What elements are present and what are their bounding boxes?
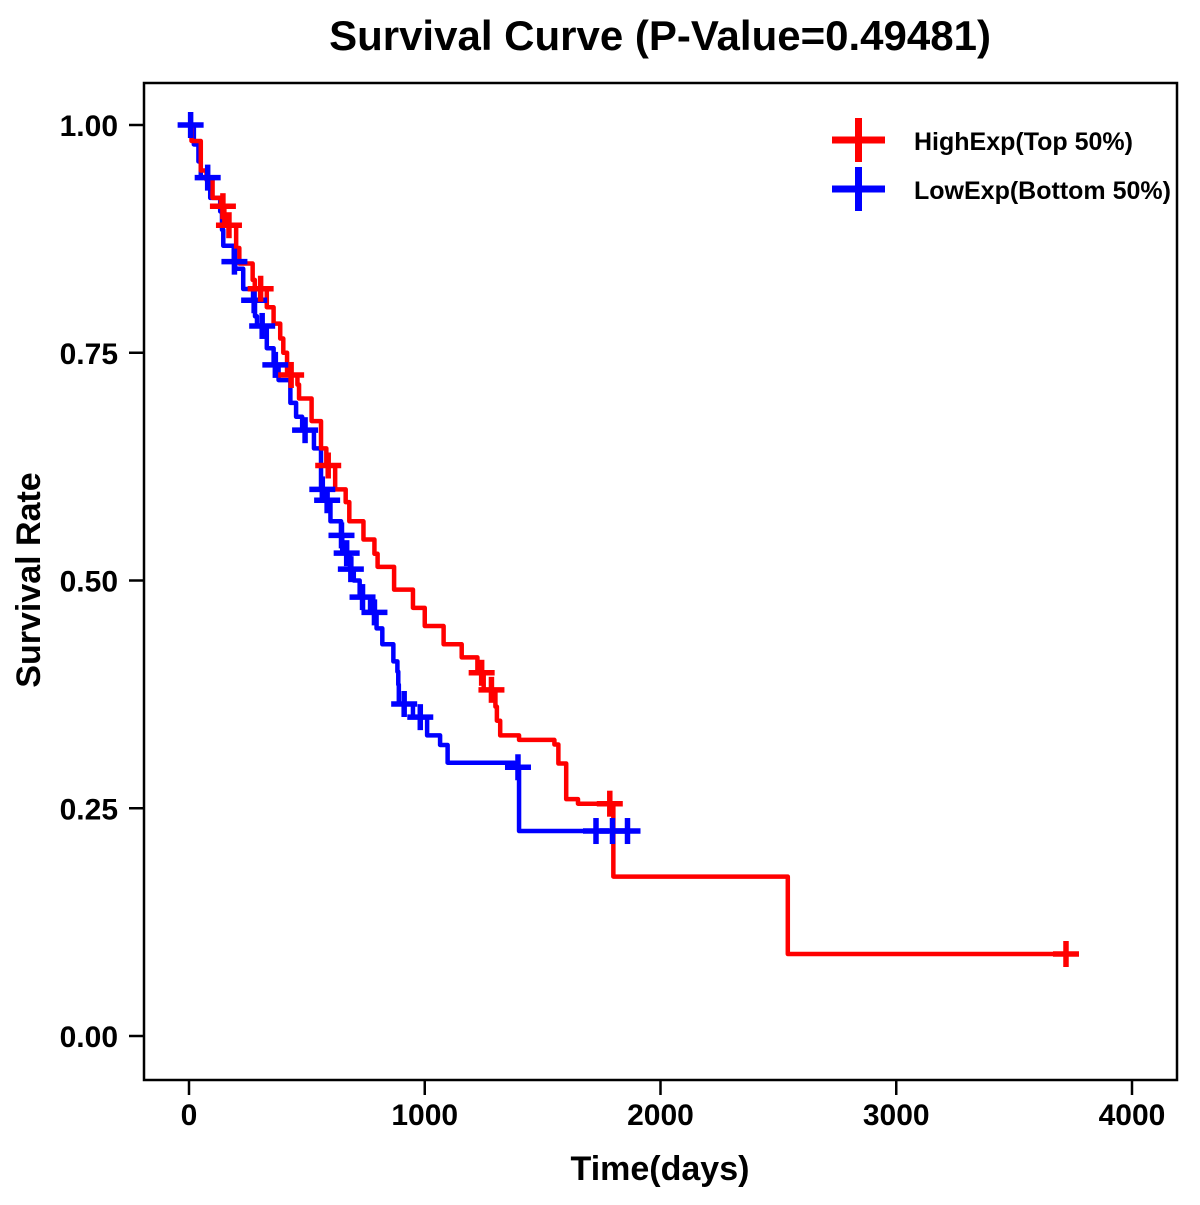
svg-text:Survival Rate: Survival Rate bbox=[10, 472, 48, 687]
svg-text:0.50: 0.50 bbox=[60, 566, 118, 599]
svg-text:0.00: 0.00 bbox=[60, 1021, 118, 1054]
svg-text:0: 0 bbox=[181, 1099, 198, 1132]
svg-text:3000: 3000 bbox=[863, 1099, 930, 1132]
svg-text:2000: 2000 bbox=[627, 1099, 694, 1132]
svg-text:0.25: 0.25 bbox=[60, 793, 118, 826]
svg-text:1000: 1000 bbox=[391, 1099, 458, 1132]
svg-text:HighExp(Top 50%): HighExp(Top 50%) bbox=[914, 128, 1133, 156]
svg-text:LowExp(Bottom 50%): LowExp(Bottom 50%) bbox=[914, 177, 1171, 205]
svg-text:0.75: 0.75 bbox=[60, 338, 118, 371]
svg-text:1.00: 1.00 bbox=[60, 110, 118, 143]
svg-text:4000: 4000 bbox=[1099, 1099, 1166, 1132]
svg-text:Time(days): Time(days) bbox=[571, 1150, 750, 1188]
svg-text:Survival Curve (P-Value=0.4948: Survival Curve (P-Value=0.49481) bbox=[329, 12, 991, 59]
